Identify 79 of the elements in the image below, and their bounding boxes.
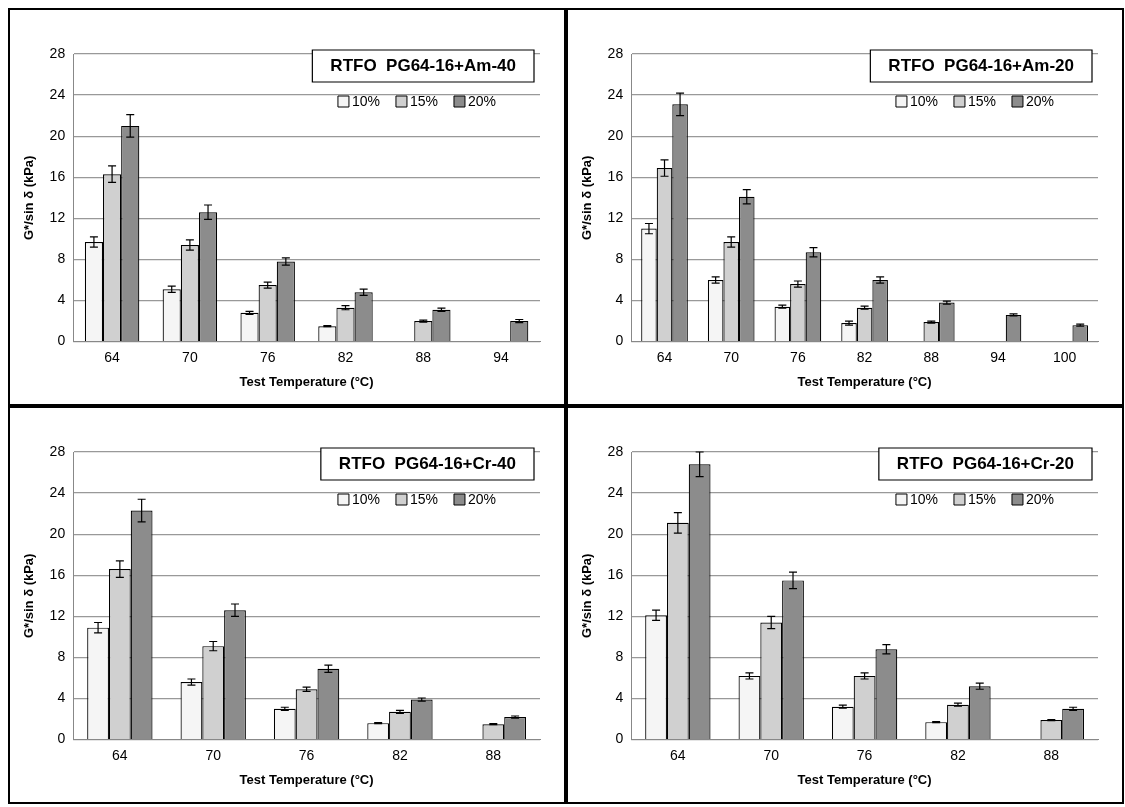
x-tick-label: 82 [856, 348, 873, 365]
x-axis-title: Test Temperature (°C) [239, 771, 374, 787]
x-tick-label: 64 [112, 746, 128, 763]
y-tick-label: 0 [57, 332, 66, 349]
y-tick-label: 12 [49, 607, 66, 624]
x-tick-label: 70 [205, 746, 222, 763]
y-tick-label: 28 [49, 44, 66, 61]
x-axis-title: Test Temperature (°C) [239, 373, 374, 389]
y-tick-label: 24 [607, 483, 624, 500]
y-tick-label: 0 [615, 730, 624, 747]
y-tick-label: 4 [57, 689, 66, 706]
x-tick-label: 82 [392, 746, 408, 763]
y-tick-label: 12 [607, 209, 624, 226]
legend-label: 20% [467, 490, 497, 507]
x-tick-label: 64 [656, 348, 673, 365]
x-tick-label: 100 [1052, 348, 1077, 365]
x-axis-title: Test Temperature (°C) [797, 373, 932, 389]
y-axis-title: G*/sin δ (kPa) [579, 155, 595, 241]
x-tick-label: 76 [298, 746, 315, 763]
legend-label: 15% [967, 490, 996, 507]
x-tick-label: 82 [337, 348, 354, 365]
x-tick-label: 88 [1043, 746, 1060, 763]
y-tick-label: 8 [615, 648, 624, 665]
legend-label: 20% [1025, 490, 1055, 507]
y-tick-label: 4 [615, 689, 624, 706]
x-tick-label: 64 [104, 348, 121, 365]
y-tick-label: 8 [57, 648, 66, 665]
y-tick-label: 8 [57, 250, 66, 267]
legend-label: 20% [1025, 92, 1055, 109]
x-tick-label: 82 [950, 746, 966, 763]
y-tick-label: 24 [49, 483, 66, 500]
x-tick-label: 70 [763, 746, 780, 763]
y-tick-label: 28 [607, 44, 624, 61]
chart-title: RTFO PG64-16+Am-20 [888, 55, 1074, 75]
x-tick-label: 70 [723, 348, 740, 365]
x-tick-label: 88 [485, 746, 502, 763]
legend-label: 10% [909, 92, 938, 109]
x-tick-label: 70 [182, 348, 198, 365]
legend-label: 15% [967, 92, 996, 109]
x-tick-label: 94 [493, 348, 510, 365]
y-axis-title: G*/sin δ (kPa) [579, 553, 595, 639]
y-tick-label: 28 [49, 442, 66, 459]
legend-label: 20% [467, 92, 497, 109]
x-axis-title: Test Temperature (°C) [797, 771, 932, 787]
x-tick-label: 76 [259, 348, 276, 365]
y-tick-label: 24 [49, 85, 66, 102]
y-tick-label: 0 [615, 332, 624, 349]
y-tick-label: 0 [57, 730, 66, 747]
y-tick-label: 4 [615, 291, 624, 308]
y-axis-title: G*/sin δ (kPa) [21, 553, 37, 639]
y-tick-label: 24 [607, 85, 624, 102]
y-tick-label: 20 [49, 127, 66, 144]
y-tick-label: 16 [49, 168, 66, 185]
legend-label: 15% [409, 490, 438, 507]
y-tick-label: 20 [607, 525, 624, 542]
chart-title: RTFO PG64-16+Cr-40 [338, 453, 516, 473]
x-tick-label: 76 [856, 746, 873, 763]
y-tick-label: 12 [607, 607, 624, 624]
x-tick-label: 88 [415, 348, 432, 365]
x-tick-label: 64 [670, 746, 686, 763]
chart-title: RTFO PG64-16+Cr-20 [896, 453, 1074, 473]
x-tick-label: 76 [790, 348, 806, 365]
y-tick-label: 16 [607, 566, 624, 583]
legend-label: 10% [909, 490, 938, 507]
y-tick-label: 8 [615, 250, 624, 267]
y-tick-label: 20 [607, 127, 624, 144]
y-tick-label: 12 [49, 209, 66, 226]
y-tick-label: 16 [49, 566, 66, 583]
legend-label: 15% [409, 92, 438, 109]
legend-label: 10% [351, 92, 380, 109]
y-tick-label: 16 [607, 168, 624, 185]
legend-label: 10% [351, 490, 380, 507]
x-tick-label: 94 [990, 348, 1006, 365]
y-tick-label: 4 [57, 291, 66, 308]
y-axis-title: G*/sin δ (kPa) [21, 155, 37, 241]
x-tick-label: 88 [923, 348, 940, 365]
y-tick-label: 20 [49, 525, 66, 542]
chart-title: RTFO PG64-16+Am-40 [330, 55, 516, 75]
y-tick-label: 28 [607, 442, 624, 459]
